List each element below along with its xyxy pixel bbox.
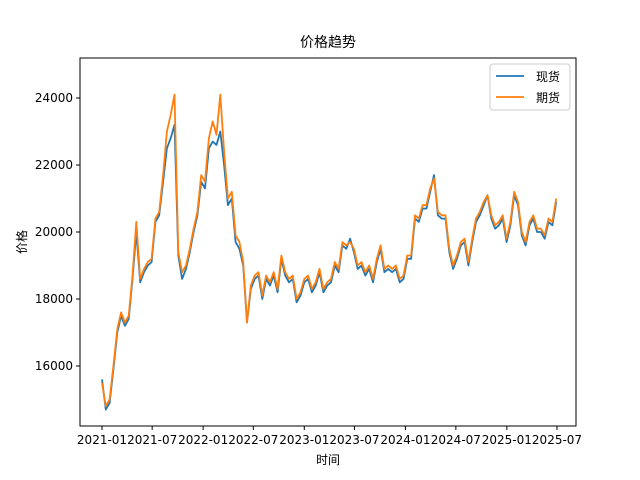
series-line-futures [101,93,558,408]
legend-label-spot: 现货 [536,69,560,84]
x-tick-label: 2021-07 [127,433,177,447]
axes-frame [79,57,577,427]
x-tick-label: 2023-01 [279,433,329,447]
y-tick-label: 16000 [35,359,73,373]
axes-background [80,58,576,426]
x-axis: 2021-01 2021-07 2022-01 2022-07 2023-01 2023-… [77,426,582,447]
x-tick-label: 2024-07 [431,433,481,447]
series-layer [101,93,558,411]
legend: 现货 期货 [489,63,571,111]
plot-area [79,57,577,427]
x-tick-label: 2025-01 [482,433,532,447]
y-tick-label: 20000 [35,225,73,239]
x-tick-label: 2024-01 [380,433,430,447]
x-tick-label: 2023-07 [329,433,379,447]
y-tick-label: 18000 [35,292,73,306]
chart-title: 价格趋势 [300,35,356,51]
y-tick-label: 24000 [35,91,73,105]
legend-label-futures: 期货 [536,90,560,105]
x-tick-label: 2025-07 [532,433,582,447]
x-axis-label: 时间 [316,453,340,467]
y-axis: 16000 18000 20000 22000 24000 [35,91,80,373]
x-tick-label: 2022-07 [228,433,278,447]
y-axis-label: 价格 [14,230,29,254]
y-tick-label: 22000 [35,158,73,172]
x-tick-label: 2021-01 [77,433,127,447]
x-tick-label: 2022-01 [178,433,228,447]
